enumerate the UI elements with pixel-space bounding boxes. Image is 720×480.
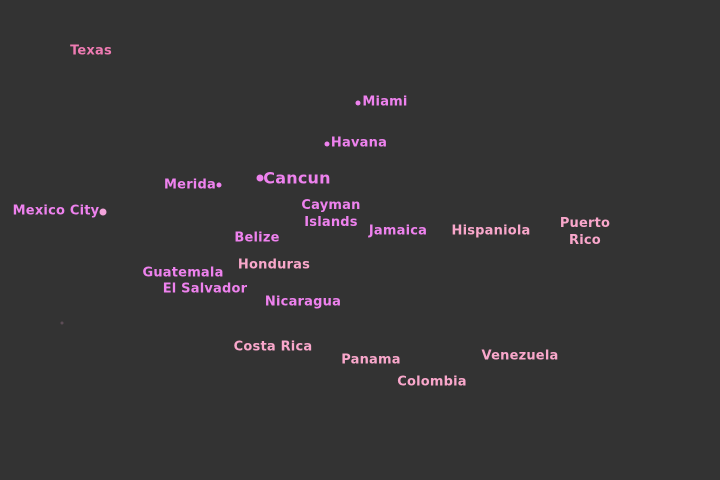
map-label-miami: Miami bbox=[362, 94, 407, 111]
map-label-line: Cancun bbox=[263, 168, 331, 188]
map-label-line: Rico bbox=[569, 233, 601, 248]
map-label-line: Mexico City bbox=[12, 203, 100, 219]
map-label-line: Panama bbox=[341, 352, 401, 368]
map-label-guatemala: Guatemala bbox=[142, 265, 223, 282]
map-label-line: Honduras bbox=[237, 257, 311, 273]
map-label-line: Venezuela bbox=[481, 348, 559, 364]
map-label-hispaniola: Hispaniola bbox=[451, 223, 530, 240]
map-label-line: Merida bbox=[164, 177, 216, 193]
map-label-line: Texas bbox=[70, 43, 112, 59]
map-label-el-salvador: El Salvador bbox=[163, 281, 248, 298]
map-label-havana: Havana bbox=[331, 135, 387, 152]
map-label-line: Cayman bbox=[301, 198, 361, 213]
map-label-colombia: Colombia bbox=[397, 374, 467, 391]
map-label-line: Jamaica bbox=[368, 223, 428, 239]
map-label-costa-rica: Costa Rica bbox=[234, 339, 313, 356]
map-label-line: Havana bbox=[330, 135, 388, 151]
map-label-jamaica: Jamaica bbox=[369, 223, 427, 240]
map-label-puerto-rico: Puerto Rico bbox=[560, 215, 610, 249]
map-label-honduras: Honduras bbox=[238, 257, 310, 274]
map-label-line: Costa Rica bbox=[233, 339, 313, 355]
map-label-line: Hispaniola bbox=[451, 223, 531, 239]
map-label-panama: Panama bbox=[341, 352, 401, 369]
map-label-line: Islands bbox=[304, 215, 358, 230]
map-label-cancun: Cancun bbox=[263, 170, 330, 187]
havana-marker-dot bbox=[324, 141, 330, 147]
map-label-line: Colombia bbox=[397, 374, 467, 390]
stray-faint-marker-dot bbox=[60, 321, 64, 325]
map-label-line: Miami bbox=[362, 94, 408, 110]
map-label-line: El Salvador bbox=[162, 281, 248, 297]
map-label-line: Belize bbox=[234, 230, 280, 246]
map-label-cayman-islands: Cayman Islands bbox=[301, 197, 360, 231]
map-label-line: Puerto bbox=[559, 216, 611, 231]
map-label-nicaragua: Nicaragua bbox=[265, 294, 341, 311]
cancun-marker-dot bbox=[256, 174, 264, 182]
map-label-line: Nicaragua bbox=[264, 294, 342, 310]
map-label-mexico-city: Mexico City bbox=[13, 203, 100, 220]
map-label-belize: Belize bbox=[234, 230, 279, 247]
map-label-venezuela: Venezuela bbox=[482, 348, 559, 365]
merida-marker-dot bbox=[216, 182, 222, 188]
map-label-merida: Merida bbox=[164, 177, 216, 194]
miami-marker-dot bbox=[355, 100, 361, 106]
mexico-city-marker-dot bbox=[99, 208, 107, 216]
map-label-line: Guatemala bbox=[142, 265, 224, 281]
map-label-texas: Texas bbox=[70, 43, 112, 60]
